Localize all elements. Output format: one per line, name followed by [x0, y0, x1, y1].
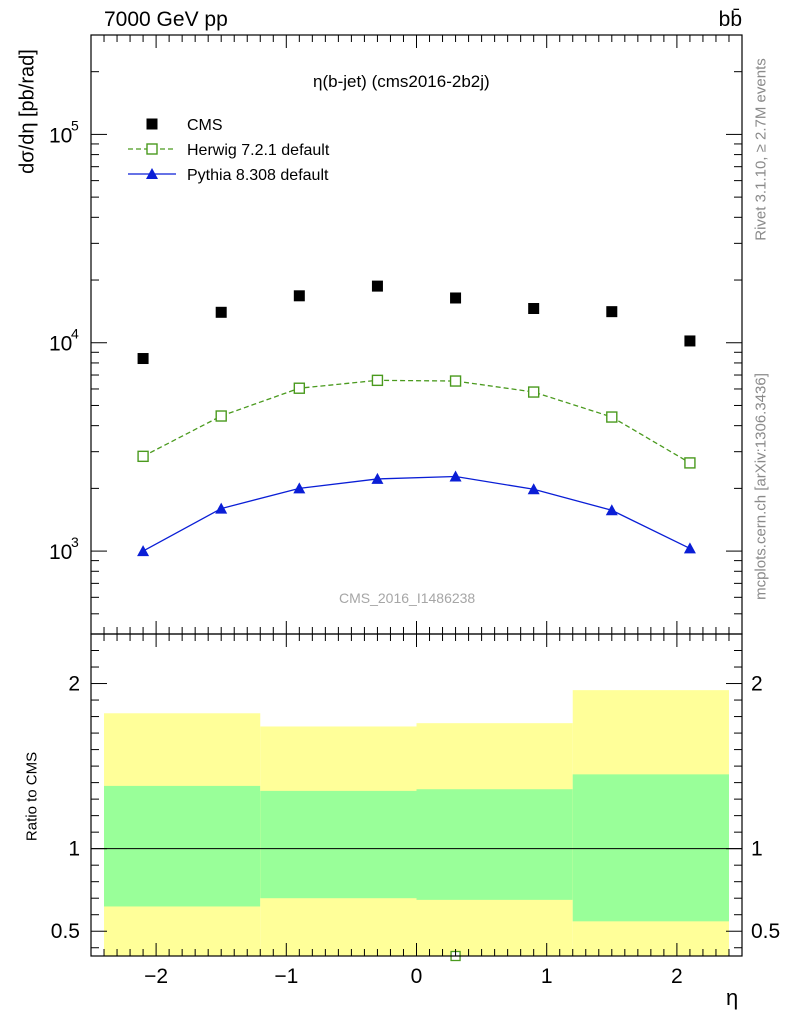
x-tick-label: 1: [541, 965, 553, 988]
data-point: [606, 411, 618, 423]
main-y-tick-exponent: 3: [71, 534, 79, 550]
data-point: [683, 542, 696, 554]
data-point: [528, 303, 540, 315]
main-y-tick-exponent: 4: [71, 326, 79, 342]
main-y-tick-label: 10: [49, 124, 72, 147]
series-line: [142, 475, 691, 552]
legend-label: CMS: [187, 117, 223, 134]
legend-marker: [146, 168, 158, 179]
ratio-y-tick-label-left: 2: [68, 673, 80, 696]
x-tick-label: 0: [411, 965, 423, 988]
data-point: [371, 280, 383, 292]
ratio-y-tick-label-left: 0.5: [51, 920, 80, 943]
header-energy-label: 7000 GeV pp: [104, 8, 228, 31]
data-point: [215, 410, 227, 422]
watermark-label: CMS_2016_I1486238: [339, 590, 476, 606]
data-point: [215, 306, 227, 318]
legend-marker: [146, 118, 158, 130]
stat-uncertainty-band-2: [416, 789, 573, 900]
legend-label: Herwig 7.2.1 default: [187, 142, 330, 159]
legend-marker: [146, 143, 158, 155]
data-point: [527, 386, 540, 398]
data-point: [527, 483, 540, 495]
data-point: [449, 470, 462, 482]
series-1: [137, 374, 696, 469]
legend: CMS Herwig 7.2.1 default Pythia 8.308 defa…: [128, 117, 330, 184]
stat-uncertainty-band-3: [572, 774, 729, 922]
main-y-tick-label: 10: [49, 333, 72, 356]
data-point: [449, 375, 462, 387]
ratio-y-axis-label: Ratio to CMS: [23, 751, 41, 842]
data-point: [293, 290, 305, 302]
data-point: [137, 450, 149, 463]
series-2: [137, 470, 696, 557]
main-y-tick-exponent: 5: [71, 117, 79, 133]
header-process-label: bb̄: [718, 8, 742, 31]
stat-uncertainty-band-1: [260, 790, 417, 899]
ratio-y-tick-label-right: 1: [751, 838, 763, 861]
source-label: mcplots.cern.ch [arXiv:1306.3436]: [752, 373, 770, 600]
x-tick-label: −1: [274, 965, 298, 988]
data-point: [606, 306, 618, 318]
data-point: [371, 374, 384, 387]
x-tick-label: −2: [144, 965, 168, 988]
ratio-bands: [104, 690, 729, 956]
ratio-y-tick-label-left: 1: [68, 838, 80, 861]
x-axis-label: η: [726, 985, 739, 1010]
main-y-tick-label: 10: [49, 541, 72, 564]
x-tick-label: 2: [671, 965, 683, 988]
data-point: [450, 292, 462, 304]
data-point: [137, 353, 149, 365]
ratio-y-tick-label-right: 0.5: [751, 920, 780, 943]
legend-label: Pythia 8.308 default: [187, 167, 329, 184]
rivet-version-label: Rivet 3.1.10, ≥ 2.7M events: [752, 58, 770, 241]
data-point: [371, 472, 384, 484]
series-line: [142, 379, 691, 464]
main-y-axis-ticks: [91, 34, 742, 635]
data-point: [137, 545, 150, 557]
x-axis-ticks: [90, 35, 743, 956]
data-point: [605, 504, 618, 516]
stat-uncertainty-band-0: [104, 785, 261, 907]
data-point: [684, 335, 696, 347]
data-point: [215, 502, 228, 514]
main-y-axis-label: dσ/dη [pb/rad]: [16, 49, 39, 174]
series-0: [137, 280, 696, 365]
ratio-y-axis-ticks: [91, 650, 742, 949]
data-point: [293, 382, 306, 394]
data-point: [684, 457, 696, 469]
data-point: [293, 482, 306, 494]
ratio-y-tick-label-right: 2: [751, 673, 763, 696]
plot-title: η(b-jet) (cms2016-2b2j): [313, 72, 490, 91]
